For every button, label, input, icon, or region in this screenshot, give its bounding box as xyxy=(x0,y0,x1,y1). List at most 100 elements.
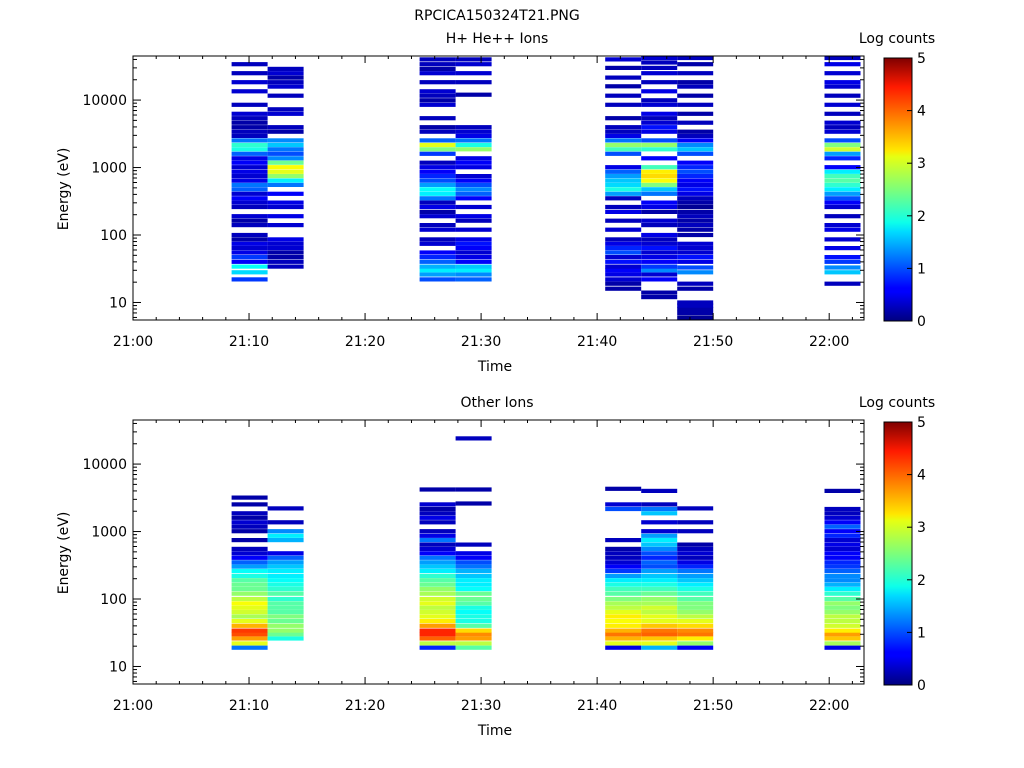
heatmap-cell xyxy=(420,511,456,515)
heatmap-cell xyxy=(232,556,268,560)
heatmap-cell xyxy=(677,619,713,623)
heatmap-cell xyxy=(232,565,268,569)
colorbar-tick-label: 1 xyxy=(917,261,926,277)
heatmap-cell xyxy=(456,265,492,269)
heatmap-cell xyxy=(605,583,641,587)
figure: RPCICA150324T21.PNG H+ He++ Ions 21:00 21… xyxy=(0,0,1024,768)
heatmap-cell xyxy=(232,516,268,520)
heatmap-cell xyxy=(456,583,492,587)
colorbar-tick-label: 2 xyxy=(917,573,926,589)
x-tick-label: 22:00 xyxy=(809,698,849,714)
heatmap-cell xyxy=(641,583,677,587)
heatmap-cell xyxy=(641,246,677,250)
heatmap-cell xyxy=(605,242,641,246)
colorbar-tick-label: 0 xyxy=(917,314,926,330)
heatmap-cell xyxy=(641,255,677,259)
heatmap-cell xyxy=(677,255,713,259)
heatmap-cell xyxy=(232,71,268,75)
heatmap-cell xyxy=(605,183,641,187)
heatmap-cell xyxy=(268,624,304,628)
heatmap-cell xyxy=(825,246,861,250)
heatmap-cell xyxy=(641,165,677,169)
panel-1-x-ticks: 21:00 21:10 21:20 21:30 21:40 21:50 22:00 xyxy=(113,56,853,350)
heatmap-cell xyxy=(677,143,713,147)
heatmap-cell xyxy=(641,98,677,102)
heatmap-cell xyxy=(641,597,677,601)
heatmap-cell xyxy=(641,179,677,183)
heatmap-cell xyxy=(420,534,456,538)
heatmap-cell xyxy=(605,277,641,281)
heatmap-cell xyxy=(268,170,304,174)
heatmap-cell xyxy=(420,569,456,573)
heatmap-cell xyxy=(232,619,268,623)
heatmap-cell xyxy=(420,205,456,209)
heatmap-cell xyxy=(456,237,492,241)
heatmap-cell xyxy=(677,242,713,246)
heatmap-cell xyxy=(641,569,677,573)
heatmap-cell xyxy=(677,574,713,578)
heatmap-cell xyxy=(420,71,456,75)
heatmap-cell xyxy=(641,587,677,591)
heatmap-cell xyxy=(420,610,456,614)
heatmap-cell xyxy=(605,646,641,650)
heatmap-cell xyxy=(605,560,641,564)
heatmap-cell xyxy=(605,125,641,129)
heatmap-cell xyxy=(641,268,677,272)
heatmap-cell xyxy=(605,170,641,174)
heatmap-cell xyxy=(641,520,677,524)
heatmap-cell xyxy=(825,214,861,218)
heatmap-cell xyxy=(420,614,456,618)
heatmap-cell xyxy=(825,511,861,515)
heatmap-cell xyxy=(641,556,677,560)
heatmap-cell xyxy=(825,520,861,524)
heatmap-cell xyxy=(268,636,304,640)
heatmap-cell xyxy=(641,560,677,564)
heatmap-cell xyxy=(456,183,492,187)
heatmap-cell xyxy=(420,196,456,200)
heatmap-cell xyxy=(605,592,641,596)
heatmap-cell xyxy=(420,578,456,582)
heatmap-cell xyxy=(456,242,492,246)
heatmap-cell xyxy=(641,112,677,116)
heatmap-cell xyxy=(456,187,492,191)
heatmap-cell xyxy=(641,646,677,650)
heatmap-cell xyxy=(605,606,641,610)
heatmap-cell xyxy=(232,578,268,582)
heatmap-cell xyxy=(456,246,492,250)
y-tick-label: 100 xyxy=(100,592,127,608)
heatmap-cell xyxy=(605,632,641,636)
heatmap-cell xyxy=(456,179,492,183)
x-tick-label: 21:10 xyxy=(229,698,269,714)
heatmap-cell xyxy=(268,71,304,75)
heatmap-cell xyxy=(641,192,677,196)
heatmap-cell xyxy=(641,565,677,569)
heatmap-cell xyxy=(825,62,861,66)
heatmap-cell xyxy=(456,574,492,578)
heatmap-cell xyxy=(641,174,677,178)
heatmap-cell xyxy=(641,291,677,295)
heatmap-cell xyxy=(268,606,304,610)
heatmap-cell xyxy=(677,71,713,75)
heatmap-cell xyxy=(420,179,456,183)
heatmap-cell xyxy=(677,246,713,250)
heatmap-cell xyxy=(232,597,268,601)
heatmap-cell xyxy=(677,632,713,636)
heatmap-cell xyxy=(641,641,677,645)
heatmap-cell xyxy=(677,187,713,191)
panel-2-y-axis-label: Energy (eV) xyxy=(56,512,72,595)
heatmap-cell xyxy=(420,529,456,533)
heatmap-cell xyxy=(456,569,492,573)
heatmap-cell xyxy=(825,179,861,183)
heatmap-cell xyxy=(677,569,713,573)
colorbar-tick-label: 0 xyxy=(917,678,926,694)
heatmap-cell xyxy=(268,174,304,178)
heatmap-cell xyxy=(420,629,456,633)
heatmap-cell xyxy=(641,265,677,269)
panel-1-x-axis-label: Time xyxy=(477,359,512,375)
heatmap-cell xyxy=(677,183,713,187)
heatmap-cell xyxy=(641,237,677,241)
heatmap-cell xyxy=(420,98,456,102)
heatmap-cell xyxy=(268,205,304,209)
heatmap-cell xyxy=(232,601,268,605)
heatmap-cell xyxy=(268,246,304,250)
